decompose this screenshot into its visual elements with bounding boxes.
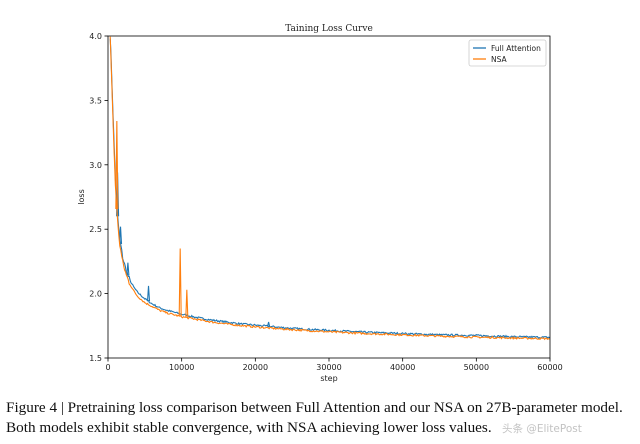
x-tick-label-1: 10000	[169, 363, 194, 372]
axis-ticks: 0 10000 20000 30000 40000 50000 60000 1.5 2.0 2.5…	[89, 32, 562, 372]
plot-frame	[107, 35, 551, 359]
legend-box	[468, 39, 547, 67]
y-tick-label-3: 3.0	[89, 161, 102, 170]
series-spike-1-2	[185, 289, 189, 318]
series-spike-0-3	[146, 285, 151, 302]
y-axis-label: loss	[77, 189, 86, 204]
plot-area	[107, 35, 551, 359]
series-spike-1-0	[115, 121, 119, 210]
y-tick-label-0: 1.5	[89, 354, 102, 363]
y-tick-label-2: 2.5	[89, 225, 102, 234]
figure-caption: Figure 4 | Pretraining loss comparison b…	[6, 399, 623, 436]
x-tick-label-0: 0	[105, 363, 110, 372]
series-line-1	[109, 36, 550, 341]
series-spike-0-4	[267, 321, 271, 327]
legend-label-1: NSA	[491, 55, 508, 64]
y-tick-label-5: 4.0	[89, 32, 102, 41]
series-spike-1-1	[178, 248, 182, 317]
series-spike-0-1	[118, 226, 123, 245]
series-line-0	[109, 38, 550, 339]
x-axis-label: step	[320, 374, 337, 383]
y-tick-label-4: 3.5	[89, 96, 102, 105]
chart-title: Taining Loss Curve	[285, 24, 373, 34]
x-tick-label-5: 50000	[464, 363, 489, 372]
series-spike-0-2	[126, 262, 130, 276]
legend-label-0: Full Attention	[491, 44, 541, 53]
watermark: 头条 @ElitePost	[502, 422, 582, 435]
x-tick-label-4: 40000	[390, 363, 415, 372]
y-tick-label-1: 2.0	[89, 290, 102, 299]
x-tick-label-3: 30000	[316, 363, 341, 372]
x-tick-label-2: 20000	[243, 363, 268, 372]
x-tick-label-6: 60000	[537, 363, 562, 372]
legend: Full Attention NSA	[468, 39, 547, 67]
